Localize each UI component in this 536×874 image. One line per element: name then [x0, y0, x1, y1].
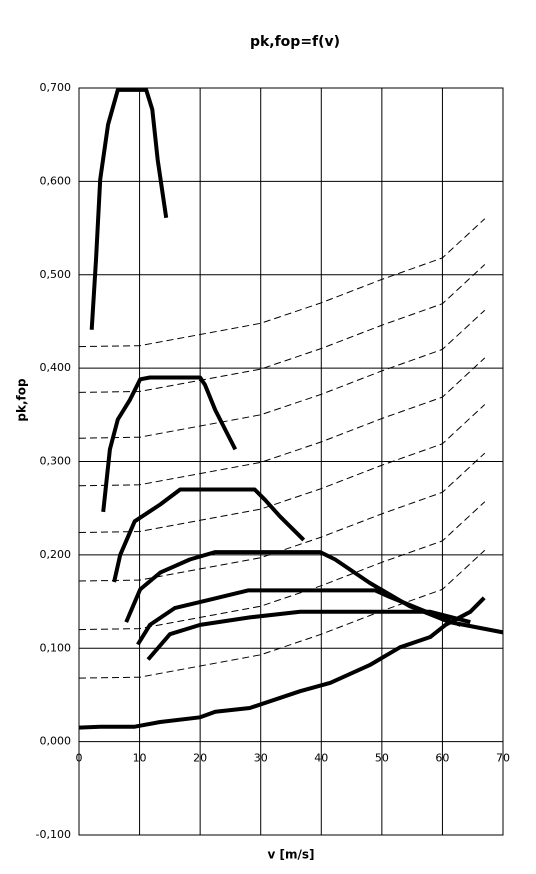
y-tick-label: 0,300	[40, 455, 72, 468]
y-tick-label: 0,700	[40, 81, 72, 94]
y-tick-label: -0,100	[36, 828, 71, 841]
dashed-line	[78, 309, 486, 439]
y-tick-label: 0,100	[40, 641, 72, 654]
x-tick-label: 30	[254, 752, 268, 765]
dashed-line	[78, 357, 486, 487]
x-tick-label: 50	[375, 752, 389, 765]
dashed-line	[78, 549, 486, 679]
x-tick-label: 60	[435, 752, 449, 765]
y-tick-label: 0,000	[40, 735, 72, 748]
x-axis-label: v [m/s]	[268, 848, 315, 862]
y-tick-label: 0,400	[40, 361, 72, 374]
dashed-line	[78, 218, 486, 348]
y-tick-label: 0,200	[40, 548, 72, 561]
dashed-line	[78, 501, 486, 631]
plot-border	[78, 87, 504, 836]
x-tick-label: 10	[133, 752, 147, 765]
dashed-line	[78, 452, 486, 582]
thick-line	[78, 596, 486, 730]
y-axis-label: pk,fop	[15, 378, 29, 422]
thick-line	[136, 588, 462, 646]
chart-title: pk,fop=f(v)	[250, 34, 340, 50]
thick-line	[112, 487, 306, 583]
thick-line	[146, 609, 471, 661]
x-tick-label: 20	[193, 752, 207, 765]
thick-line	[101, 375, 238, 513]
dashed-line	[78, 264, 486, 393]
dashed-line	[78, 404, 486, 533]
y-tick-label: 0,600	[40, 174, 72, 187]
thick-line	[89, 87, 169, 330]
y-tick-label: 0,500	[40, 268, 72, 281]
x-tick-label: 40	[314, 752, 328, 765]
